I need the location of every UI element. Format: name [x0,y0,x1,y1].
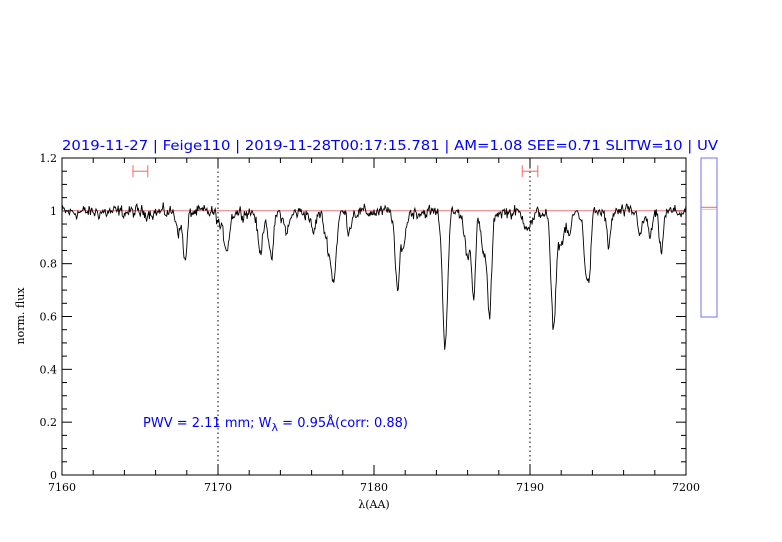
annotation-prefix: PWV = 2.11 mm; W [143,416,272,431]
x-tick-label: 7190 [516,481,544,494]
x-axis-label: λ(AA) [358,498,389,511]
error-bars [132,165,539,178]
pwv-annotation: PWV = 2.11 mm; Wλ = 0.95Å(corr: 0.88) [143,415,408,434]
y-tick-label: 0.8 [40,258,58,271]
y-tick-label: 0.4 [40,363,58,376]
x-tick-label: 7200 [672,481,700,494]
x-tick-label: 7170 [204,481,232,494]
y-tick-label: 0 [50,469,57,482]
side-panel [700,157,718,318]
annotation-suffix: = 0.95Å(corr: 0.88) [278,415,408,431]
y-axis-label: norm. flux [14,287,27,345]
error-bar [132,165,149,178]
chart-title: 2019-11-27 | Feige110 | 2019-11-28T00:17… [62,139,718,154]
spectrum-line [61,202,687,350]
y-tick-label: 1.2 [40,152,58,165]
annotation-subscript: λ [272,421,279,434]
reference-lines [217,158,531,475]
error-bar [521,165,539,178]
x-tick-label: 7160 [48,481,76,494]
ticks: 7160 7170 7180 7190 7200 0 0.2 0.4 0.6 0.8 1 1.2 [40,152,701,494]
y-tick-label: 1 [50,205,57,218]
side-panel-frame [700,157,718,318]
x-tick-label: 7180 [360,481,388,494]
y-tick-label: 0.6 [40,311,58,324]
y-tick-label: 0.2 [40,416,58,429]
